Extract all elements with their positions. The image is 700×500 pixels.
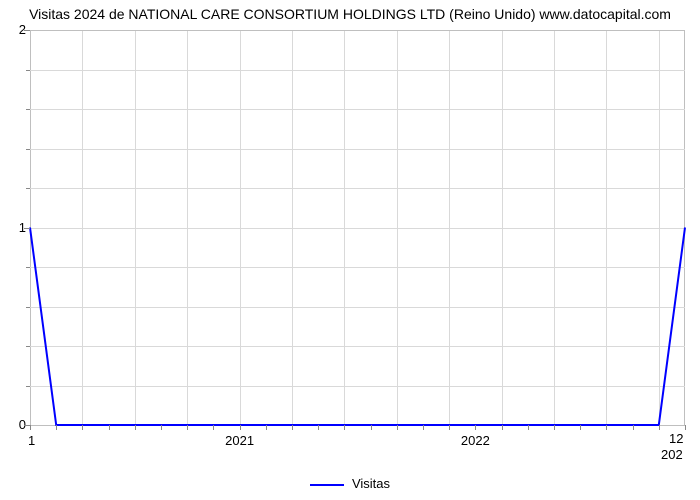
x-axis-end-label-bottom: 202 xyxy=(661,447,683,462)
y-tick-minor xyxy=(26,386,30,387)
x-tick xyxy=(528,425,529,430)
x-tick xyxy=(240,425,241,430)
x-axis-start-label: 1 xyxy=(28,433,35,448)
x-axis-label: 2021 xyxy=(225,433,254,448)
x-tick xyxy=(135,425,136,430)
x-tick xyxy=(56,425,57,430)
x-tick xyxy=(292,425,293,430)
y-tick-minor xyxy=(26,267,30,268)
x-axis-end-label-top: 12 xyxy=(669,431,683,446)
x-tick xyxy=(554,425,555,430)
x-tick xyxy=(213,425,214,430)
x-tick xyxy=(30,425,31,430)
plot-area xyxy=(30,30,685,425)
y-tick-minor xyxy=(26,149,30,150)
x-tick xyxy=(82,425,83,430)
y-axis-label: 0 xyxy=(2,417,26,432)
x-tick xyxy=(449,425,450,430)
y-tick xyxy=(24,30,30,31)
legend-line xyxy=(310,484,344,486)
x-tick xyxy=(344,425,345,430)
x-tick xyxy=(266,425,267,430)
y-tick-minor xyxy=(26,188,30,189)
x-tick xyxy=(161,425,162,430)
x-tick xyxy=(187,425,188,430)
x-tick xyxy=(502,425,503,430)
x-tick xyxy=(318,425,319,430)
x-axis-label: 2022 xyxy=(461,433,490,448)
x-tick xyxy=(633,425,634,430)
y-axis-label: 2 xyxy=(2,22,26,37)
x-tick xyxy=(685,425,686,430)
legend: Visitas xyxy=(0,476,700,491)
x-tick xyxy=(606,425,607,430)
x-tick xyxy=(475,425,476,430)
y-tick-minor xyxy=(26,70,30,71)
y-tick-minor xyxy=(26,109,30,110)
x-tick xyxy=(109,425,110,430)
x-tick xyxy=(397,425,398,430)
x-tick xyxy=(371,425,372,430)
x-tick xyxy=(659,425,660,430)
y-tick xyxy=(24,228,30,229)
x-tick xyxy=(580,425,581,430)
line-series xyxy=(30,30,685,425)
y-tick-minor xyxy=(26,346,30,347)
chart-title: Visitas 2024 de NATIONAL CARE CONSORTIUM… xyxy=(0,6,700,22)
y-axis-label: 1 xyxy=(2,220,26,235)
y-tick-minor xyxy=(26,307,30,308)
legend-label: Visitas xyxy=(352,476,390,491)
x-tick xyxy=(423,425,424,430)
